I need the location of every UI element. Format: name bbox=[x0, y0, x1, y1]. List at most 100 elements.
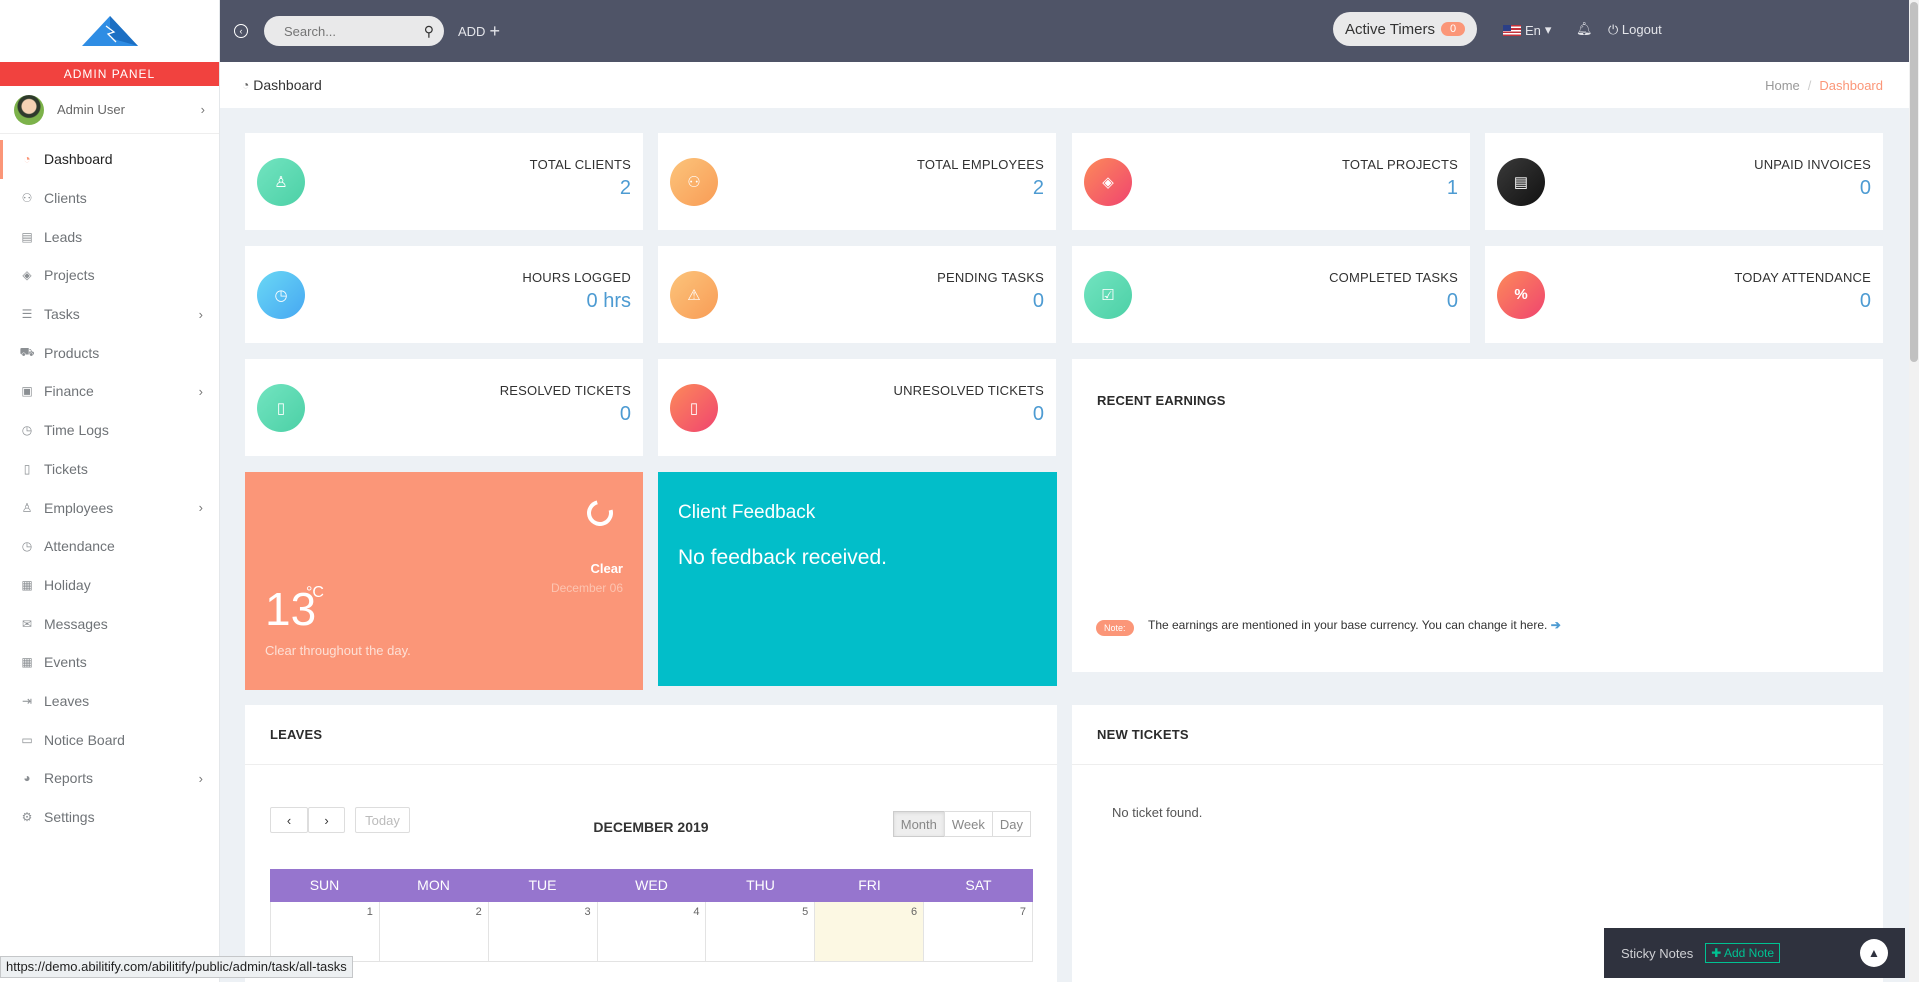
calendar-weekday-header: SUN MON TUE WED THU FRI SAT bbox=[270, 869, 1033, 902]
view-month-button[interactable]: Month bbox=[892, 811, 945, 837]
add-note-button[interactable]: ✚ Add Note bbox=[1705, 943, 1781, 963]
view-day-button[interactable]: Day bbox=[991, 811, 1031, 837]
stat-label: TODAY ATTENDANCE bbox=[1734, 270, 1871, 285]
panel-title: NEW TICKETS bbox=[1097, 727, 1189, 742]
note-badge: Note: bbox=[1096, 620, 1134, 636]
calendar-day[interactable]: 4 bbox=[596, 902, 707, 962]
prev-month-button[interactable]: ‹ bbox=[270, 807, 308, 833]
sidebar-item-settings[interactable]: ⚙ Settings bbox=[0, 798, 219, 837]
calendar-day[interactable]: 7 bbox=[923, 902, 1034, 962]
recent-earnings-panel: RECENT EARNINGS Note: The earnings are m… bbox=[1072, 359, 1883, 672]
sidebar-item-finance[interactable]: ▣ Finance › bbox=[0, 372, 219, 411]
invoice-icon: ▤ bbox=[1497, 157, 1545, 206]
sidebar-item-messages[interactable]: ✉ Messages bbox=[0, 604, 219, 643]
clock-icon: ◷ bbox=[257, 270, 305, 319]
next-month-button[interactable]: › bbox=[308, 807, 345, 833]
search-input[interactable] bbox=[284, 23, 414, 39]
user-menu[interactable]: Admin User › bbox=[0, 86, 219, 134]
collapse-sidebar-icon[interactable]: ‹ bbox=[234, 24, 248, 38]
add-note-label: Add Note bbox=[1723, 946, 1775, 960]
weather-condition: Clear bbox=[590, 561, 623, 576]
breadcrumb-home[interactable]: Home bbox=[1765, 77, 1800, 93]
calendar-day[interactable]: 2 bbox=[378, 902, 489, 962]
sidebar-item-reports[interactable]: ◕ Reports › bbox=[0, 759, 219, 798]
add-button[interactable]: ADD + bbox=[458, 21, 500, 42]
admin-panel-label: ADMIN PANEL bbox=[0, 62, 219, 86]
sidebar-item-label: Attendance bbox=[44, 538, 115, 555]
calendar-day-today[interactable]: 6 bbox=[814, 902, 925, 962]
stat-card-total-employees[interactable]: ⚇ TOTAL EMPLOYEES 2 bbox=[658, 133, 1056, 230]
page-scrollbar[interactable] bbox=[1909, 0, 1919, 982]
sidebar-item-leaves[interactable]: ⇥ Leaves bbox=[0, 682, 219, 721]
language-selector[interactable]: En ▾ bbox=[1503, 22, 1551, 38]
sidebar-item-label: Employees bbox=[44, 499, 114, 516]
sidebar-item-label: Tickets bbox=[44, 460, 88, 477]
stat-label: TOTAL CLIENTS bbox=[529, 157, 631, 172]
sidebar-item-tasks[interactable]: ☰ Tasks › bbox=[0, 295, 219, 334]
sidebar-item-attendance[interactable]: ◷ Attendance bbox=[0, 527, 219, 566]
sidebar-item-products[interactable]: ⛟ Products bbox=[0, 333, 219, 372]
sidebar-item-projects[interactable]: ◈ Projects bbox=[0, 256, 219, 295]
warning-icon: ⚠ bbox=[670, 270, 718, 319]
plus-icon: + bbox=[489, 20, 500, 41]
ticket-icon: ▯ bbox=[23, 461, 31, 476]
leaves-panel: LEAVES ‹ › Today DECEMBER 2019 Month Wee… bbox=[245, 705, 1057, 982]
cart-icon: ⛟ bbox=[19, 344, 35, 359]
page-title-text: Dashboard bbox=[253, 77, 322, 93]
stat-card-total-projects[interactable]: ◈ TOTAL PROJECTS 1 bbox=[1072, 133, 1470, 230]
sidebar-item-label: Notice Board bbox=[44, 731, 125, 748]
clock-icon: ◷ bbox=[21, 539, 33, 554]
check-square-icon: ☑ bbox=[1084, 270, 1132, 319]
chevron-right-icon: › bbox=[200, 102, 205, 117]
user-name: Admin User bbox=[57, 102, 125, 117]
calendar-day[interactable]: 5 bbox=[705, 902, 816, 962]
search-icon[interactable]: ⚲ bbox=[423, 22, 434, 39]
stat-label: COMPLETED TASKS bbox=[1329, 270, 1458, 285]
stat-card-resolved-tickets[interactable]: ▯ RESOLVED TICKETS 0 bbox=[245, 359, 643, 456]
panel-title: RECENT EARNINGS bbox=[1097, 393, 1226, 408]
sidebar-item-tickets[interactable]: ▯ Tickets bbox=[0, 450, 219, 489]
sidebar-item-label: Tasks bbox=[44, 306, 80, 323]
stat-card-completed-tasks[interactable]: ☑ COMPLETED TASKS 0 bbox=[1072, 246, 1470, 343]
weather-widget: Clear December 06 13 °C Clear throughout… bbox=[245, 472, 643, 690]
weather-summary: Clear throughout the day. bbox=[265, 643, 411, 658]
scrollbar-thumb[interactable] bbox=[1910, 2, 1918, 362]
chevron-up-icon[interactable]: ▲ bbox=[1860, 939, 1888, 967]
bell-icon[interactable]: 🔔︎ bbox=[1576, 21, 1593, 36]
stat-card-total-clients[interactable]: ♙ TOTAL CLIENTS 2 bbox=[245, 133, 643, 230]
sidebar-item-events[interactable]: ▦ Events bbox=[0, 643, 219, 682]
active-timers-count: 0 bbox=[1441, 22, 1466, 36]
sidebar-item-notice-board[interactable]: ▭ Notice Board bbox=[0, 720, 219, 759]
active-timers-button[interactable]: Active Timers 0 bbox=[1333, 12, 1478, 46]
stat-value: 2 bbox=[1032, 177, 1044, 199]
client-feedback-widget: Client Feedback No feedback received. bbox=[658, 472, 1057, 686]
logout-button[interactable]: ⏻ Logout bbox=[1608, 22, 1662, 38]
stat-card-pending-tasks[interactable]: ⚠ PENDING TASKS 0 bbox=[658, 246, 1056, 343]
panel-title: LEAVES bbox=[270, 727, 323, 742]
weekday-label: TUE bbox=[528, 877, 557, 893]
sidebar-item-holiday[interactable]: ▦ Holiday bbox=[0, 566, 219, 605]
sidebar-item-dashboard[interactable]: ◔ Dashboard bbox=[0, 140, 219, 179]
calendar-day[interactable]: 1 bbox=[270, 902, 380, 962]
stat-card-unpaid-invoices[interactable]: ▤ UNPAID INVOICES 0 bbox=[1485, 133, 1883, 230]
today-button[interactable]: Today bbox=[355, 807, 410, 833]
sidebar-item-leads[interactable]: ▤ Leads bbox=[0, 217, 219, 256]
sidebar-item-clients[interactable]: ⚇ Clients bbox=[0, 179, 219, 218]
stat-card-today-attendance[interactable]: % TODAY ATTENDANCE 0 bbox=[1485, 246, 1883, 343]
earnings-note: The earnings are mentioned in your base … bbox=[1148, 618, 1561, 632]
sidebar-item-time-logs[interactable]: ◷ Time Logs bbox=[0, 411, 219, 450]
weekday-label: MON bbox=[417, 877, 450, 893]
logout-icon: ⇥ bbox=[21, 693, 33, 708]
sidebar-item-employees[interactable]: ♙ Employees › bbox=[0, 488, 219, 527]
stat-value: 0 hrs bbox=[586, 290, 631, 312]
page-header: ◔ Dashboard Home / Dashboard bbox=[220, 62, 1909, 108]
arrow-right-icon[interactable]: ➔ bbox=[1550, 618, 1561, 632]
employees-icon: ⚇ bbox=[670, 157, 718, 206]
stat-card-hours-logged[interactable]: ◷ HOURS LOGGED 0 hrs bbox=[245, 246, 643, 343]
view-week-button[interactable]: Week bbox=[943, 811, 993, 837]
calendar-day[interactable]: 3 bbox=[487, 902, 598, 962]
sidebar-item-label: Reports bbox=[44, 770, 94, 787]
stat-card-unresolved-tickets[interactable]: ▯ UNRESOLVED TICKETS 0 bbox=[658, 359, 1056, 456]
logo[interactable] bbox=[0, 0, 219, 62]
caret-down-icon: ▾ bbox=[1544, 22, 1552, 37]
